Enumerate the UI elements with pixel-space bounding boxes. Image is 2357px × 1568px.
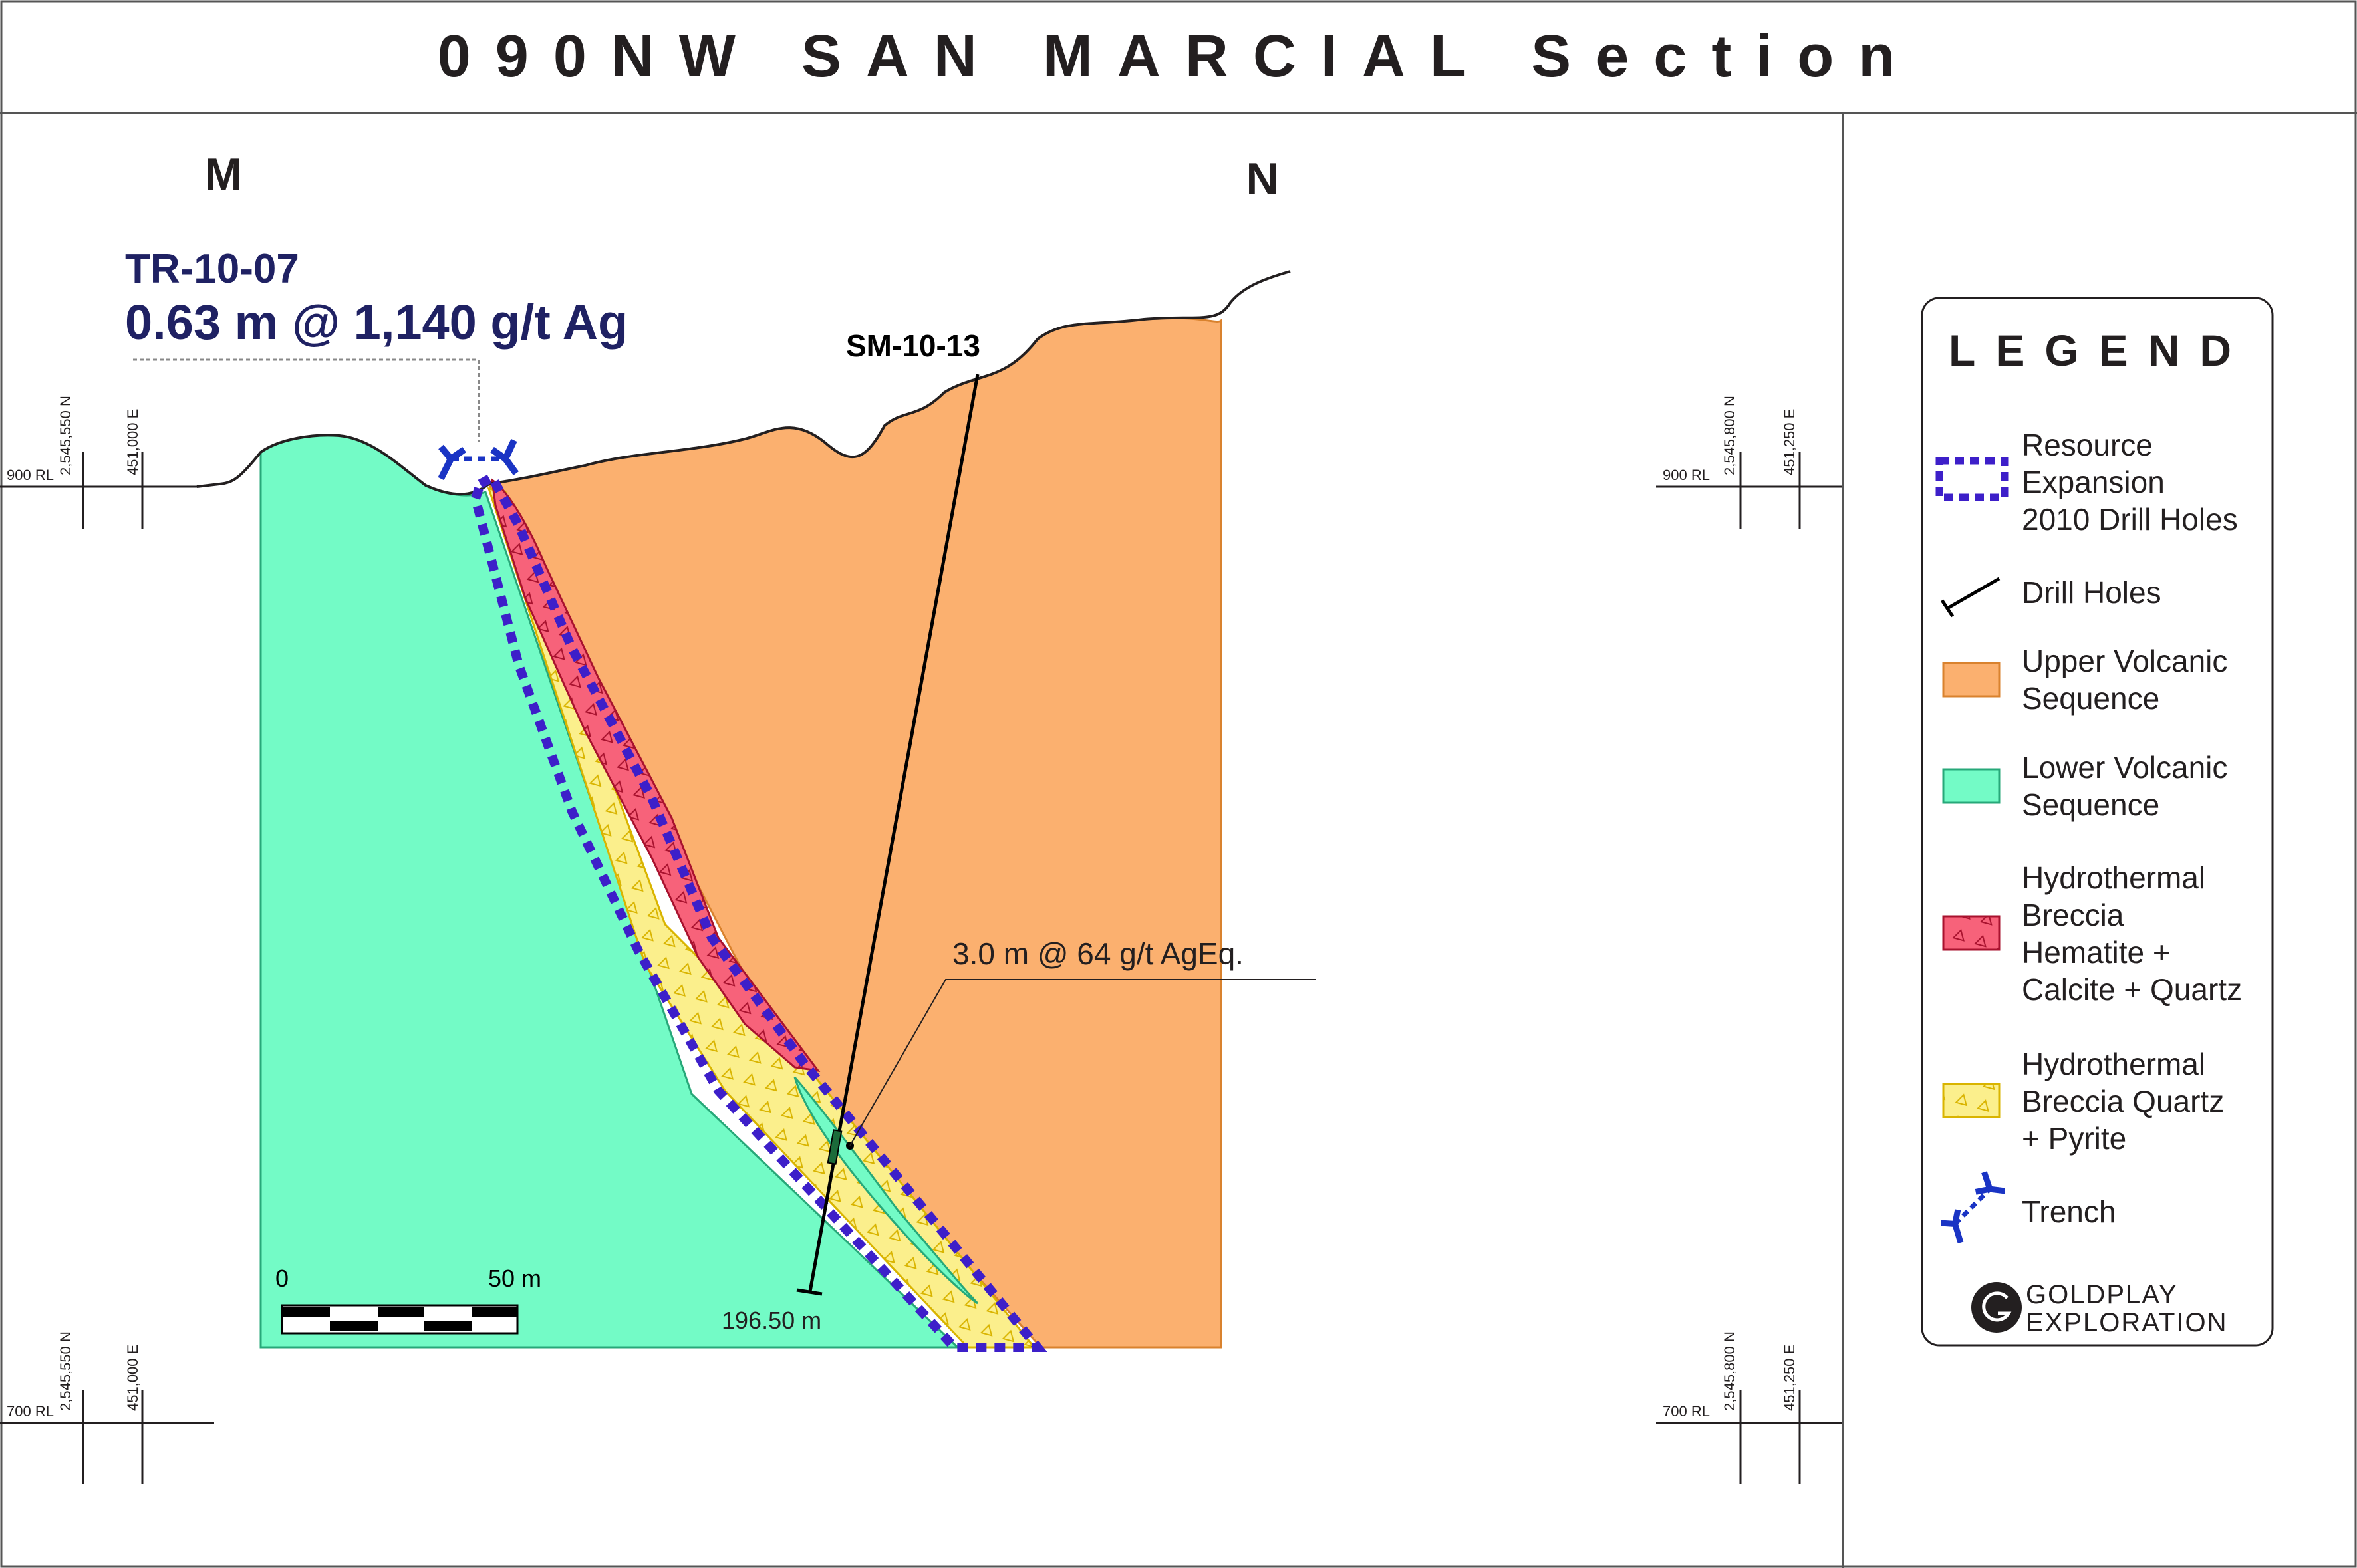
coord-rl: 900 RL <box>7 467 54 483</box>
legend-swatch-drill <box>1940 577 2001 618</box>
legend-swatch-lower <box>1942 768 2001 804</box>
trench-symbol <box>438 438 519 481</box>
legend-swatch-resource <box>1935 457 2009 501</box>
drill-hole-id: SM-10-13 <box>846 328 980 363</box>
scale-bar: 0 50 m <box>275 1265 541 1335</box>
legend-swatch-upper <box>1942 662 2001 698</box>
trench-result: 0.63 m @ 1,140 g/t Ag <box>125 295 628 350</box>
legend-label-hematite: Hydrothermal Breccia Hematite + Calcite … <box>2022 860 2242 1007</box>
legend-swatch-hematite <box>1942 915 2001 951</box>
coord-northing: 2,545,550 N <box>57 396 74 475</box>
coord-rl: 700 RL <box>1663 1403 1710 1420</box>
trench-leader <box>133 358 480 442</box>
scale-end-label: 50 m <box>488 1265 541 1292</box>
coord-lower-right: 700 RL 2,545,800 N 451,250 E <box>1656 1331 1842 1484</box>
topography-line <box>196 270 1291 496</box>
drill-hole-end-cap <box>796 1288 823 1296</box>
coord-northing: 2,545,800 N <box>1721 1331 1738 1411</box>
logo-line-1: GOLDPLAY <box>2026 1280 2178 1309</box>
coord-easting: 451,250 E <box>1781 409 1798 475</box>
legend-label-drill: Drill Holes <box>2022 575 2161 610</box>
scale-start-label: 0 <box>275 1265 289 1292</box>
legend-label-upper: Upper Volcanic Sequence <box>2022 644 2236 716</box>
coord-northing: 2,545,550 N <box>57 1331 74 1411</box>
coord-northing: 2,545,800 N <box>1721 396 1738 475</box>
page-title: 090NW SAN MARCIAL Section <box>438 23 1920 90</box>
resource-expansion-outline <box>470 471 1047 1352</box>
coord-easting: 451,000 E <box>124 1345 141 1411</box>
coord-upper-right: 900 RL 2,545,800 N 451,250 E <box>1656 396 1842 529</box>
coord-easting: 451,250 E <box>1781 1345 1798 1411</box>
legend-label-pyrite: Hydrothermal Breccia Quartz + Pyrite <box>2022 1047 2233 1156</box>
drill-intercept-marker <box>827 1129 843 1165</box>
logo-line-2: EXPLORATION <box>2026 1308 2228 1337</box>
legend-swatch-trench <box>1941 1171 2006 1244</box>
hematite-breccia-unit <box>491 477 821 1072</box>
intercept-leader <box>849 979 1316 1146</box>
legend-label-lower: Lower Volcanic Sequence <box>2022 750 2236 822</box>
intercept-label: 3.0 m @ 64 g/t AgEq. <box>952 936 1244 971</box>
trench-id: TR-10-07 <box>125 246 299 292</box>
legend-panel: LEGEND Resource Expansion 2010 Drill Hol… <box>1921 297 2274 1347</box>
goldplay-logo-icon <box>1971 1282 2022 1333</box>
coord-rl: 900 RL <box>1663 467 1710 483</box>
legend-swatch-pyrite <box>1942 1083 2001 1118</box>
drill-hole-depth: 196.50 m <box>722 1307 821 1334</box>
coord-rl: 700 RL <box>7 1403 54 1420</box>
section-end-right: N <box>1246 154 1278 204</box>
legend-title: LEGEND <box>1949 326 2251 375</box>
green-lens <box>793 1077 979 1305</box>
coord-easting: 451,000 E <box>124 409 141 475</box>
section-end-left: M <box>205 149 243 199</box>
legend-label-trench: Trench <box>2022 1194 2116 1229</box>
coord-upper-left: 900 RL 2,545,550 N 451,000 E <box>0 396 200 529</box>
legend-label-resource: Resource Expansion 2010 Drill Holes <box>2022 428 2238 537</box>
coord-lower-left: 700 RL 2,545,550 N 451,000 E <box>0 1331 214 1484</box>
